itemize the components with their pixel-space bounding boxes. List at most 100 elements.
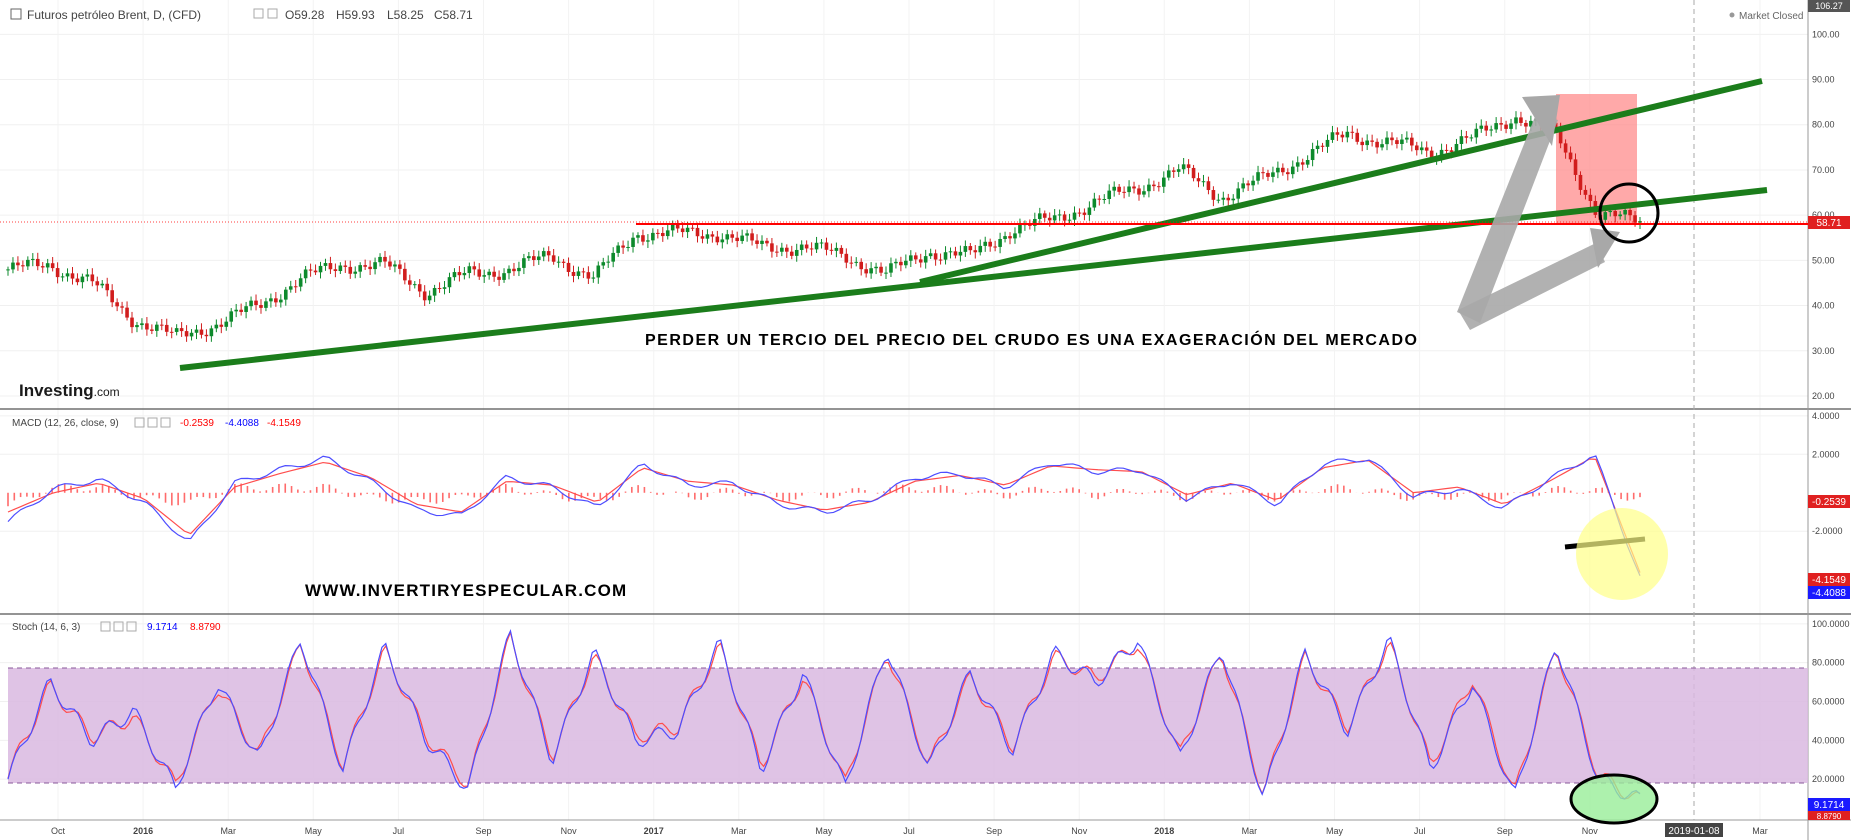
macd-histogram-value: -0.2539 (180, 418, 214, 429)
candle-body (1067, 219, 1072, 221)
last-price-label: 58.71 (1816, 218, 1841, 229)
candle-body (1489, 129, 1493, 131)
macd-hist-badge (1808, 495, 1850, 508)
candle-body (298, 278, 303, 287)
time-tick-label: Sep (1497, 826, 1513, 836)
candle-body (1419, 147, 1424, 151)
candle-body (1573, 159, 1578, 175)
candle-body (1161, 177, 1166, 187)
candle-body (373, 262, 377, 270)
candle-body (730, 234, 735, 238)
investing-logo: Investing.com (19, 381, 120, 400)
candle-body (1077, 212, 1082, 214)
candle-body (527, 256, 531, 259)
candle-body (31, 258, 35, 260)
candle-body (626, 246, 630, 248)
macd-settings-icon[interactable] (134, 417, 145, 428)
macd-line-badge (1808, 586, 1850, 599)
candle-body (1360, 141, 1365, 146)
candle-body (1405, 137, 1409, 140)
candle-body (343, 265, 348, 267)
candle-body (695, 227, 700, 237)
stoch-oversold-ellipse (1569, 773, 1659, 825)
candle-body (487, 271, 491, 276)
candle-body (660, 233, 665, 237)
candle-body (452, 272, 457, 278)
candle-body (1256, 172, 1260, 181)
trendline-steep[interactable] (919, 78, 1763, 285)
candle-body (378, 256, 382, 263)
candle-body (700, 236, 705, 239)
candle-body (844, 253, 849, 263)
candle-body (740, 235, 744, 242)
candle-body (938, 259, 943, 261)
candle-body (1127, 186, 1131, 193)
candle-body (50, 263, 55, 269)
stoch-k-badge-label: 9.1714 (1814, 800, 1845, 811)
candle-body (95, 281, 100, 286)
candle-body (1286, 172, 1290, 175)
candle-body (804, 244, 809, 249)
candle-body (685, 227, 690, 233)
hide-icon[interactable] (267, 8, 278, 19)
candle-body (502, 273, 506, 280)
stoch-tick-label: 80.0000 (1812, 658, 1845, 668)
candle-body (770, 243, 774, 252)
candle-body (388, 261, 392, 267)
candle-body (105, 283, 110, 291)
macd-title[interactable]: MACD (12, 26, close, 9) (12, 418, 119, 429)
candle-body (239, 309, 243, 312)
candle-body (1395, 140, 1399, 145)
candle-body (1018, 224, 1022, 234)
collapse-icon[interactable] (10, 8, 22, 20)
macd-close-icon[interactable] (160, 417, 171, 428)
stoch-title[interactable]: Stoch (14, 6, 3) (12, 622, 80, 633)
candle-body (1519, 117, 1523, 123)
candle-body (1509, 123, 1513, 129)
candle-body (462, 272, 467, 276)
candle-body (1137, 188, 1141, 195)
candle-body (110, 290, 114, 303)
arrow-up-icon (1457, 114, 1558, 323)
stoch-hide-icon[interactable] (113, 621, 124, 632)
candle-body (338, 265, 343, 272)
time-tick-label: May (1326, 826, 1344, 836)
candle-body (492, 271, 496, 277)
arrow-right-icon (1458, 243, 1605, 330)
candle-body (1330, 132, 1335, 140)
candle-body (631, 237, 635, 247)
candle-body (1608, 210, 1613, 213)
candle-body (1013, 233, 1017, 239)
stoch-d-badge (1808, 811, 1850, 820)
candle-body (1365, 140, 1369, 146)
macd-signal-badge (1808, 573, 1850, 586)
candle-body (923, 256, 928, 263)
candle-body (125, 307, 129, 318)
candle-body (889, 263, 893, 273)
candle-body (497, 276, 501, 280)
last-price-badge (1808, 216, 1850, 229)
stoch-settings-icon[interactable] (100, 621, 111, 632)
candle-body (1290, 166, 1295, 175)
candle-body (288, 286, 293, 290)
candle-body (368, 266, 372, 270)
candle-body (1082, 212, 1087, 215)
candle-body (824, 242, 829, 250)
time-tick-label: May (815, 826, 833, 836)
settings-icon[interactable] (253, 8, 264, 19)
candle-body (169, 331, 174, 333)
candle-body (1092, 198, 1097, 208)
candle-body (1375, 141, 1379, 148)
website-annotation: WWW.INVERTIRYESPECULAR.COM (305, 581, 627, 600)
candle-body (457, 272, 462, 276)
candle-body (1568, 152, 1573, 160)
stoch-close-icon[interactable] (126, 621, 137, 632)
macd-hide-icon[interactable] (147, 417, 158, 428)
symbol-title[interactable]: Futuros petróleo Brent, D, (CFD) (27, 8, 201, 22)
candle-body (407, 280, 412, 285)
logo-text: Investing (19, 381, 94, 400)
candle-body (328, 263, 333, 270)
candle-body (1300, 162, 1305, 165)
candle-body (775, 251, 779, 253)
